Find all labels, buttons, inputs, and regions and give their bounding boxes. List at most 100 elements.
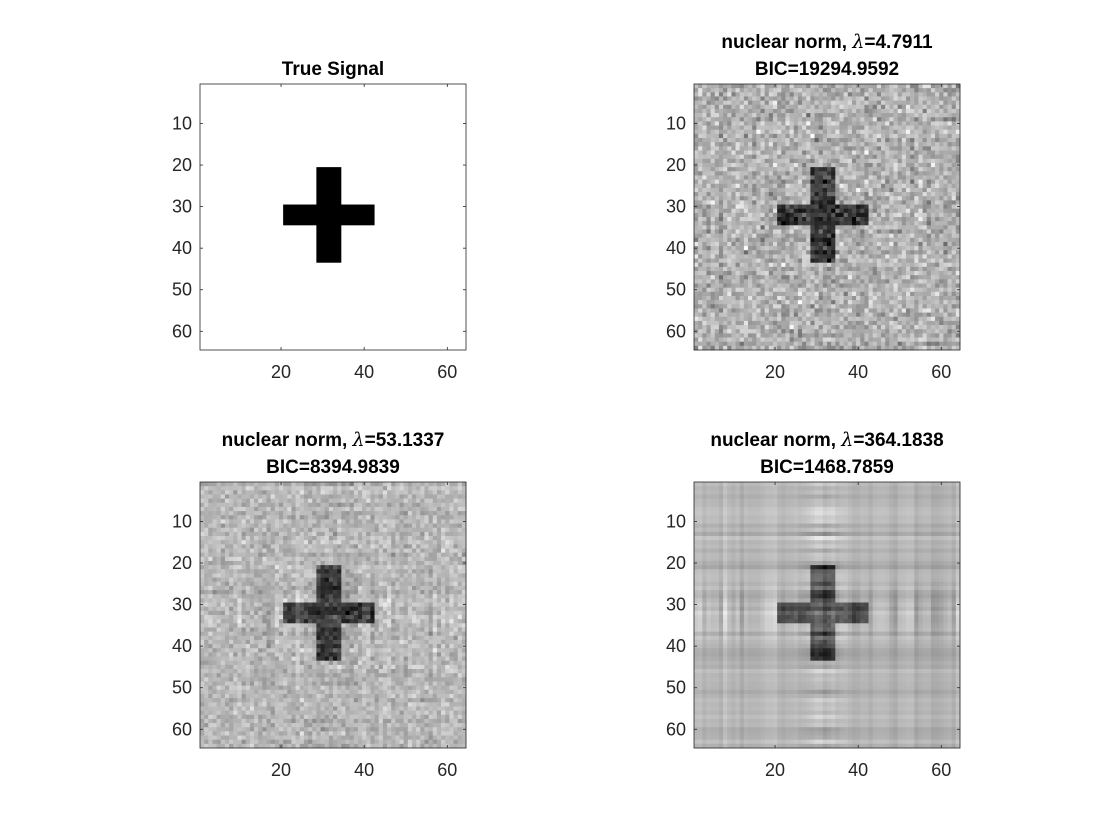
pixel [922, 271, 928, 276]
pixel [308, 515, 313, 520]
pixel [349, 523, 355, 529]
pixel [851, 154, 857, 160]
pixel [806, 138, 811, 143]
pixel [939, 341, 944, 347]
pixel [694, 325, 699, 330]
pixel [748, 275, 753, 280]
pixel [698, 200, 703, 205]
pixel [295, 515, 301, 520]
pixel [860, 183, 865, 189]
pixel [947, 92, 953, 97]
pixel [727, 258, 732, 264]
pixel [905, 320, 911, 326]
pixel [353, 531, 359, 537]
pixel [860, 333, 865, 338]
pixel [245, 498, 251, 504]
pixel [893, 117, 899, 122]
pixel [789, 183, 795, 189]
pixel [382, 519, 388, 524]
pixel [872, 187, 878, 193]
pixel [951, 291, 957, 297]
pixel [735, 212, 741, 218]
pixel [951, 162, 957, 168]
pixel [320, 527, 326, 533]
pixel [872, 345, 878, 351]
pixel [723, 175, 728, 180]
pixel [797, 171, 803, 176]
pixel [922, 221, 928, 226]
pixel [299, 502, 305, 508]
pixel [793, 287, 799, 293]
pixel [930, 271, 936, 276]
pixel [822, 304, 828, 309]
pixel [764, 258, 770, 264]
pixel [748, 96, 753, 101]
pixel [694, 295, 699, 301]
pixel [885, 96, 890, 101]
pixel [827, 225, 832, 230]
pixel [723, 345, 728, 351]
pixel [714, 121, 720, 126]
pixel [860, 275, 865, 280]
pixel [868, 341, 874, 347]
pixel [777, 129, 782, 135]
pixel [308, 498, 313, 504]
pixel [723, 300, 728, 305]
pixel [802, 329, 807, 334]
pixel [781, 200, 786, 205]
pixel [789, 250, 795, 255]
pixel [212, 511, 217, 516]
pixel [939, 88, 944, 93]
pixel [822, 316, 828, 322]
pixel [768, 117, 774, 122]
pixel [349, 490, 355, 495]
pixel [698, 162, 703, 168]
pixel [881, 204, 886, 210]
pixel [229, 490, 234, 495]
pixel [258, 531, 263, 537]
pixel [748, 154, 753, 160]
pixel [797, 241, 803, 247]
pixel [694, 212, 699, 218]
pixel [947, 345, 953, 351]
pixel [918, 258, 923, 264]
pixel [760, 179, 766, 185]
pixel [698, 325, 703, 330]
pixel [249, 519, 255, 524]
pixel [233, 511, 238, 516]
pixel [847, 291, 853, 297]
pixel [718, 88, 724, 93]
pixel [868, 92, 874, 97]
pixel [856, 312, 861, 318]
pixel [785, 208, 790, 214]
pixel [926, 133, 932, 139]
pixel [411, 527, 417, 533]
pixel [374, 527, 380, 533]
pixel [760, 208, 766, 214]
pixel [905, 138, 911, 143]
pixel [233, 502, 238, 508]
pixel [723, 250, 728, 255]
pixel [910, 229, 915, 234]
pixel [270, 519, 276, 524]
pixel [922, 88, 928, 93]
pixel [914, 104, 919, 110]
pixel [930, 312, 936, 318]
pixel [718, 96, 724, 101]
pixel [457, 486, 463, 491]
pixel [943, 341, 948, 347]
pixel [851, 121, 857, 126]
pixel [905, 88, 911, 93]
pixel [698, 345, 703, 351]
pixel [930, 221, 936, 226]
pixel [818, 208, 824, 214]
pixel [847, 96, 853, 101]
pixel [212, 527, 217, 533]
pixel [718, 108, 724, 114]
pixel [947, 300, 953, 305]
pixel [752, 200, 757, 205]
pixel [926, 113, 932, 118]
pixel [694, 175, 699, 180]
pixel [889, 279, 894, 284]
